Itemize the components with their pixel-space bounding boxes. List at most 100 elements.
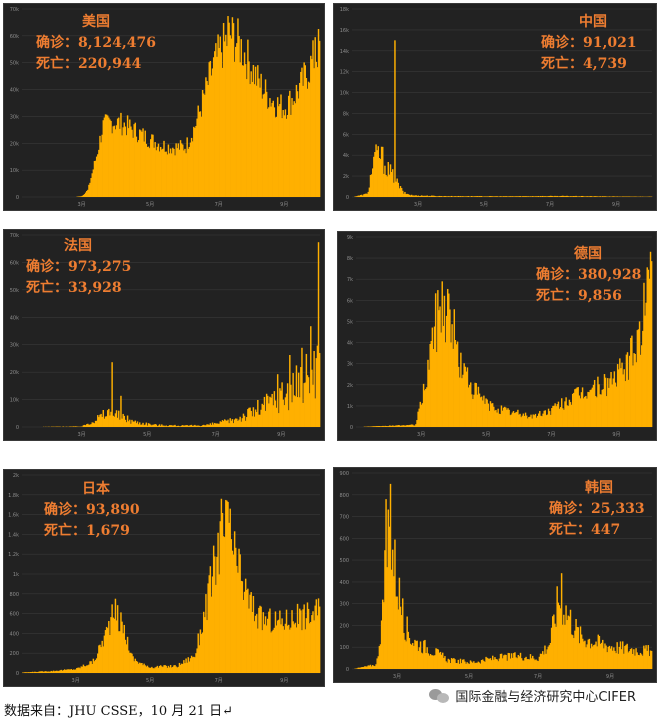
bar [180,663,183,673]
bar [571,393,574,427]
bar [87,665,89,673]
bar [162,667,164,673]
bar [381,426,383,427]
bar [378,157,381,197]
bar [554,403,556,427]
bar [479,663,482,669]
y-tick-label: 200 [9,651,19,657]
bar [47,671,49,673]
bar [255,412,258,427]
bar [178,426,181,427]
bar [299,82,301,197]
bar [306,88,309,197]
bar [290,627,292,673]
bar [130,423,132,427]
bar [417,411,419,427]
bar [80,196,82,197]
bar [52,670,55,673]
bar [418,647,421,669]
bar [244,578,247,673]
bar [535,417,538,427]
bar [604,196,606,197]
bar [414,425,416,427]
bar [602,389,605,427]
bar [568,399,571,427]
bar [38,671,41,673]
bar [289,355,291,427]
bar [276,620,279,673]
stats-france: 法国 确诊：973,275 死亡：33,928 [26,236,131,299]
bar [162,148,164,197]
x-tick-label: 5月 [465,674,473,680]
bar [212,545,215,673]
bar [304,629,307,673]
bar [497,408,499,427]
bar [445,196,447,197]
bar [374,666,376,669]
bar [552,196,554,197]
bar [151,425,153,427]
bar [516,658,518,669]
bar [488,658,491,669]
bar [252,407,255,427]
bar [477,661,480,669]
bar [127,421,130,427]
bar [87,189,89,197]
bar [116,605,119,673]
bar [247,409,249,427]
bar [568,616,571,669]
bar [225,34,227,197]
bar [145,422,148,427]
confirmed-line: 确诊：25,333 [549,501,645,517]
y-tick-label: 10k [10,398,19,404]
bar [429,653,432,669]
bar [426,387,428,427]
bar [580,634,583,669]
bar [115,125,118,197]
bar [188,661,191,673]
bar [162,425,164,427]
bar [126,415,129,427]
bar [194,424,196,427]
y-tick-label: 18k [340,7,349,13]
bar [136,661,139,673]
bar [434,195,436,197]
bar [467,387,470,427]
bar [536,415,539,427]
x-tick-label: 9月 [612,432,620,438]
bar [207,583,209,673]
bar [240,421,242,427]
bar [374,426,377,427]
bar [130,126,132,197]
bar [307,608,310,673]
bar [193,425,195,427]
bar [449,196,452,197]
bar [439,306,441,427]
bar [622,641,624,669]
x-tick-label: 7月 [215,678,223,684]
bar [563,195,565,197]
bar [240,580,242,673]
bar [518,196,521,197]
bar [77,667,79,673]
bar [453,309,456,427]
bar [110,617,112,673]
y-tick-label: 4k [347,341,353,347]
bar [156,146,159,197]
bar [191,425,194,427]
bar [317,29,320,197]
bar [476,662,478,669]
bar [25,672,27,673]
bar [105,416,108,427]
bar [171,667,173,673]
bar [496,196,498,197]
bar [164,151,166,197]
bar [643,282,645,427]
bar [134,122,137,197]
bar [559,407,562,427]
bar [570,196,573,197]
bar [151,666,153,673]
bar [79,668,81,673]
x-tick-label: 5月 [482,432,490,438]
bar [423,195,425,197]
